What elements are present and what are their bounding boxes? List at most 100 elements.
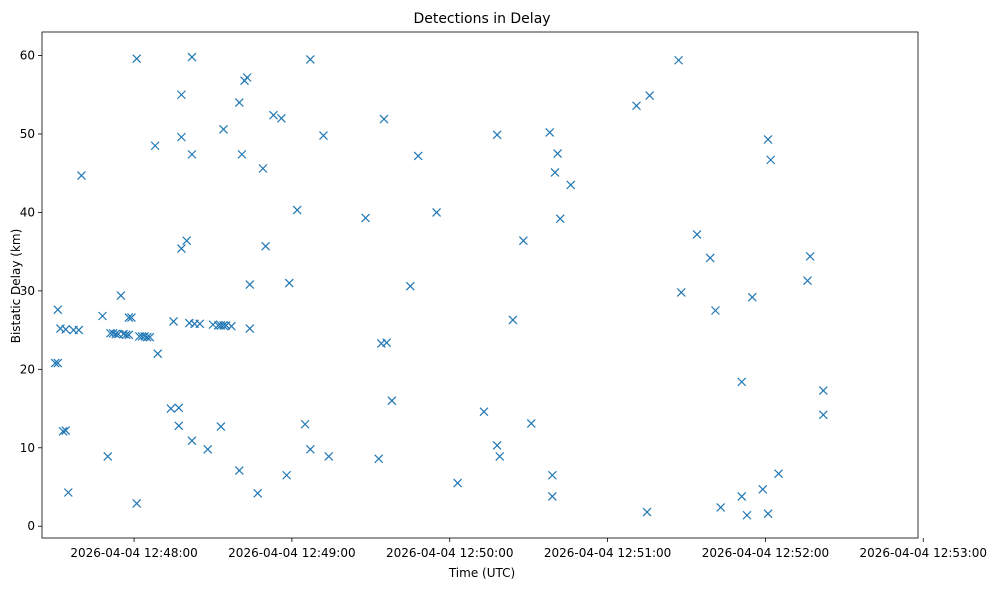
data-point-marker	[642, 507, 652, 517]
data-point-marker	[237, 149, 247, 159]
data-point-marker	[711, 306, 720, 315]
data-point-marker	[74, 325, 84, 335]
data-point-marker	[234, 466, 244, 475]
data-point-marker	[387, 396, 397, 406]
chart-title: Detections in Delay	[413, 11, 550, 27]
data-point-marker	[284, 278, 294, 288]
data-point-marker	[261, 241, 271, 251]
data-point-marker	[319, 131, 328, 140]
data-point-marker	[226, 321, 236, 331]
data-point-marker	[374, 454, 384, 464]
data-point-marker	[98, 311, 107, 321]
data-point-marker	[276, 113, 286, 123]
x-tick-label: 2026-04-04 12:48:00	[70, 546, 197, 560]
data-point-marker	[674, 55, 684, 65]
plot-area-frame	[41, 31, 919, 539]
data-point-marker	[432, 208, 442, 217]
data-point-marker	[176, 244, 186, 253]
data-point-marker	[187, 149, 197, 159]
data-point-marker	[203, 444, 213, 454]
data-point-marker	[495, 451, 505, 461]
data-point-marker	[111, 329, 121, 339]
y-tick-label: 50	[20, 127, 35, 141]
data-point-marker	[805, 251, 815, 261]
data-point-marker	[747, 292, 757, 302]
data-point-marker	[382, 338, 392, 348]
data-point-marker	[379, 114, 389, 124]
data-point-marker	[305, 55, 315, 64]
data-point-marker	[763, 509, 773, 519]
y-tick-label: 10	[20, 441, 35, 455]
data-point-marker	[253, 488, 263, 498]
data-point-marker	[818, 410, 828, 420]
data-point-marker	[518, 236, 528, 246]
x-axis: 2026-04-04 12:48:00 2026-04-04 12:49:00 20…	[70, 538, 987, 560]
data-point-marker	[555, 214, 565, 224]
x-tick-label: 2026-04-04 12:52:00	[702, 546, 829, 560]
data-point-marker	[676, 288, 686, 297]
data-point-marker	[176, 132, 186, 142]
data-point-marker	[219, 320, 228, 330]
data-point-marker	[145, 332, 155, 342]
data-point-marker	[547, 491, 557, 501]
data-point-marker	[103, 451, 113, 461]
data-point-marker	[124, 313, 134, 322]
x-tick-label: 2026-04-04 12:51:00	[544, 546, 671, 560]
data-point-marker	[763, 135, 773, 144]
data-point-marker	[742, 510, 752, 520]
data-point-marker	[405, 281, 415, 291]
data-point-marker	[269, 110, 278, 120]
data-point-marker	[361, 213, 370, 223]
plot-marks	[50, 52, 828, 520]
data-point-marker	[566, 180, 576, 190]
data-point-marker	[553, 149, 563, 159]
data-point-marker	[492, 441, 502, 450]
data-point-marker	[50, 358, 60, 368]
y-tick-label: 60	[20, 49, 35, 63]
data-point-marker	[716, 502, 726, 512]
data-point-marker	[124, 330, 134, 340]
data-point-marker	[550, 168, 560, 177]
data-point-marker	[182, 236, 192, 246]
data-point-marker	[282, 470, 292, 480]
y-tick-label: 40	[20, 205, 35, 219]
data-point-marker	[774, 469, 784, 479]
data-point-marker	[324, 451, 334, 461]
data-point-marker	[413, 151, 423, 161]
data-point-marker	[234, 98, 244, 108]
data-point-marker	[292, 205, 302, 215]
x-tick-label: 2026-04-04 12:50:00	[386, 546, 513, 560]
data-point-marker	[127, 313, 136, 322]
data-point-marker	[705, 253, 715, 263]
y-axis-label: Bistatic Delay (km)	[9, 229, 23, 344]
x-tick-label: 2026-04-04 12:49:00	[228, 546, 355, 560]
data-point-marker	[758, 484, 768, 494]
data-point-marker	[692, 229, 702, 239]
x-tick-label: 2026-04-04 12:53:00	[860, 546, 987, 560]
x-axis-label: Time (UTC)	[448, 566, 515, 580]
data-point-marker	[53, 358, 63, 368]
data-point-marker	[818, 386, 828, 395]
data-point-marker	[142, 332, 152, 342]
data-point-marker	[632, 101, 641, 111]
data-point-marker	[545, 127, 555, 137]
data-point-marker	[216, 422, 226, 432]
data-point-marker	[58, 426, 68, 436]
data-point-marker	[492, 130, 502, 140]
data-point-marker	[53, 305, 63, 315]
data-point-marker	[132, 54, 142, 64]
data-point-marker	[174, 403, 184, 413]
data-point-marker	[61, 426, 71, 435]
data-point-marker	[453, 478, 463, 488]
data-point-marker	[219, 124, 228, 134]
data-point-marker	[245, 324, 255, 333]
data-point-marker	[121, 330, 131, 340]
y-tick-label: 0	[27, 519, 35, 533]
data-point-marker	[116, 291, 126, 301]
data-point-marker	[77, 171, 86, 180]
y-tick-label: 20	[20, 362, 35, 376]
data-point-marker	[174, 421, 184, 431]
